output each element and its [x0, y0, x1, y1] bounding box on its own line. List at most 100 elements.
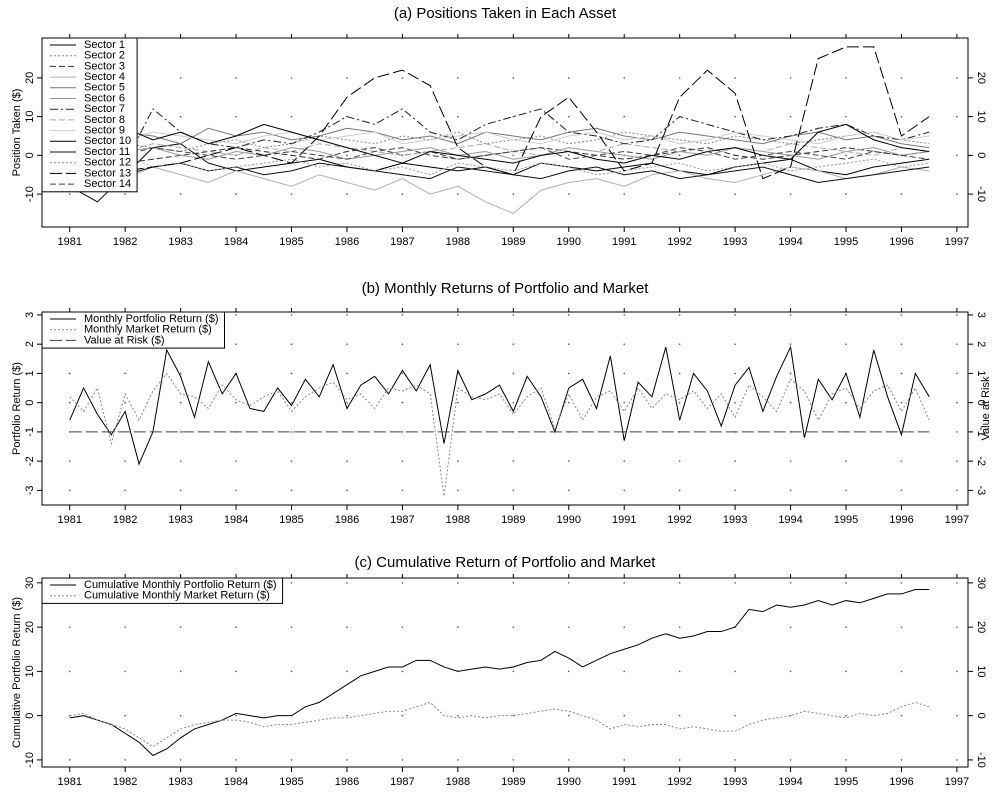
grid-dot [623, 115, 626, 118]
grid-dot [290, 489, 293, 492]
grid-dot [401, 489, 404, 492]
grid-dot [734, 670, 736, 673]
y-tick-label: 10 [24, 110, 36, 122]
grid-dot [845, 489, 847, 492]
grid-dot [124, 460, 126, 462]
grid-dot [789, 460, 792, 462]
grid-dot [678, 77, 681, 79]
chart-title: (a) Positions Taken in Each Asset [394, 5, 617, 22]
grid-dot [678, 343, 681, 345]
grid-dot [346, 193, 348, 195]
x-tick-label: 1981 [57, 776, 81, 788]
grid-dot [290, 343, 293, 345]
legend-label: Sector 3 [84, 60, 125, 72]
grid-dot [623, 372, 626, 375]
grid-dot [900, 193, 903, 195]
x-tick-label: 1990 [557, 514, 581, 526]
grid-dot [457, 77, 459, 79]
grid-dot [346, 372, 348, 375]
legend-label: Sector 13 [84, 167, 131, 179]
series-line [69, 127, 930, 149]
y2-tick-label: -10 [975, 186, 987, 202]
grid-dot [124, 372, 126, 375]
y-tick-label: 0 [24, 400, 36, 406]
series-line [69, 372, 930, 497]
grid-dot [845, 343, 847, 345]
y2-tick-label: -10 [975, 752, 987, 768]
panel: (b) Monthly Returns of Portfolio and Mar… [11, 280, 992, 526]
grid-dot [956, 431, 958, 433]
y-tick-label: 0 [24, 713, 36, 719]
x-tick-label: 1983 [168, 236, 192, 248]
y-tick-label: 1 [24, 370, 36, 376]
y-tick-label: -10 [24, 186, 36, 202]
series-line [69, 46, 930, 180]
y-axis-label: Portfolio Return ($) [11, 362, 23, 455]
grid-dot [124, 626, 126, 628]
grid-dot [68, 372, 71, 375]
x-tick-label: 1997 [945, 776, 969, 788]
grid-dot [956, 154, 958, 157]
grid-dot [567, 343, 570, 345]
grid-dot [235, 77, 237, 79]
grid-dot [457, 115, 459, 118]
x-tick-label: 1991 [612, 514, 636, 526]
grid-dot [401, 314, 404, 316]
x-tick-label: 1990 [557, 776, 581, 788]
grid-dot [845, 582, 847, 584]
grid-dot [956, 714, 958, 717]
grid-dot [124, 759, 126, 761]
grid-dot [401, 193, 404, 195]
legend-label: Sector 6 [84, 92, 125, 104]
grid-dot [567, 401, 570, 404]
y-tick-label: 3 [24, 312, 36, 318]
grid-dot [567, 626, 570, 628]
grid-dot [623, 343, 626, 345]
grid-dot [512, 670, 515, 673]
panel: (a) Positions Taken in Each Asset 1981 198… [11, 5, 987, 248]
grid-dot [900, 77, 903, 79]
grid-dot [678, 759, 681, 761]
grid-dot [734, 759, 736, 761]
grid-dot [678, 489, 681, 492]
grid-dot [623, 626, 626, 628]
grid-dot [845, 154, 847, 157]
grid-dot [346, 759, 348, 761]
grid-dot [401, 115, 404, 118]
grid-dot [623, 714, 626, 717]
grid-dot [512, 759, 515, 761]
y2-tick-label: -2 [975, 456, 987, 466]
x-tick-label: 1996 [889, 514, 913, 526]
grid-dot [845, 77, 847, 79]
y2-tick-label: 20 [975, 72, 987, 84]
grid-dot [789, 759, 792, 761]
grid-dot [346, 582, 348, 584]
legend-label: Monthly Portfolio Return ($) [84, 313, 219, 325]
grid-dot [900, 401, 903, 404]
grid-dot [290, 77, 293, 79]
x-tick-label: 1989 [501, 776, 525, 788]
grid-dot [457, 314, 459, 316]
y-tick-label: 2 [24, 341, 36, 347]
grid-dot [124, 489, 126, 492]
x-tick-label: 1992 [667, 776, 691, 788]
grid-dot [235, 343, 237, 345]
legend-label: Sector 7 [84, 103, 125, 115]
grid-dot [235, 670, 237, 673]
plot-frame [41, 577, 969, 768]
grid-dot [457, 460, 459, 462]
y-axis-label: Position Taken ($) [11, 89, 23, 177]
grid-dot [401, 431, 404, 433]
series-line [69, 147, 930, 160]
y-tick-label: 10 [24, 665, 36, 677]
grid-dot [401, 626, 404, 628]
x-tick-label: 1986 [335, 514, 359, 526]
grid-dot [68, 193, 71, 195]
x-tick-label: 1982 [113, 514, 137, 526]
grid-dot [179, 115, 182, 118]
grid-dot [734, 115, 736, 118]
grid-dot [623, 460, 626, 462]
grid-dot [68, 401, 71, 404]
grid-dot [956, 372, 958, 375]
grid-dot [346, 401, 348, 404]
